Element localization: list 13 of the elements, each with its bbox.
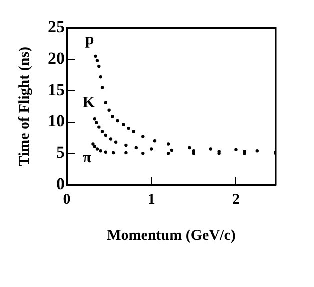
x-tick-label: 2 — [232, 192, 240, 208]
y-tick-label: 5 — [56, 143, 65, 162]
y-tick-label: 20 — [48, 48, 65, 68]
annotation: p — [85, 32, 94, 49]
y-tick-label: 25 — [48, 18, 65, 37]
y-tick-label: 10 — [48, 112, 65, 131]
annotation: π — [82, 149, 92, 166]
y-axis-title: Time of Flight (ns) — [16, 46, 33, 166]
y-tick-label: 0 — [56, 174, 65, 194]
y-tick-label: 15 — [48, 80, 65, 100]
x-tick-label: 1 — [148, 192, 156, 208]
x-axis-title: Momentum (GeV/c) — [107, 228, 236, 244]
annotation: K — [82, 94, 96, 112]
